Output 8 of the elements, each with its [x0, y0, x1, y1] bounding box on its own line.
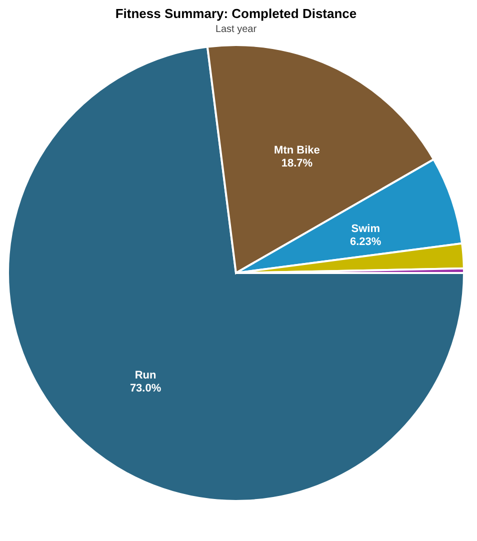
chart-subtitle: Last year — [215, 24, 258, 35]
slice-label: Run — [134, 370, 156, 382]
chart-title: Fitness Summary: Completed Distance — [115, 6, 357, 21]
slice-label: Mtn Bike — [274, 144, 320, 157]
data-label: 6.23% — [350, 236, 382, 248]
data-label: 73.0% — [130, 382, 162, 395]
slice-label: Swim — [351, 223, 380, 236]
data-label: 18.7% — [281, 158, 313, 170]
